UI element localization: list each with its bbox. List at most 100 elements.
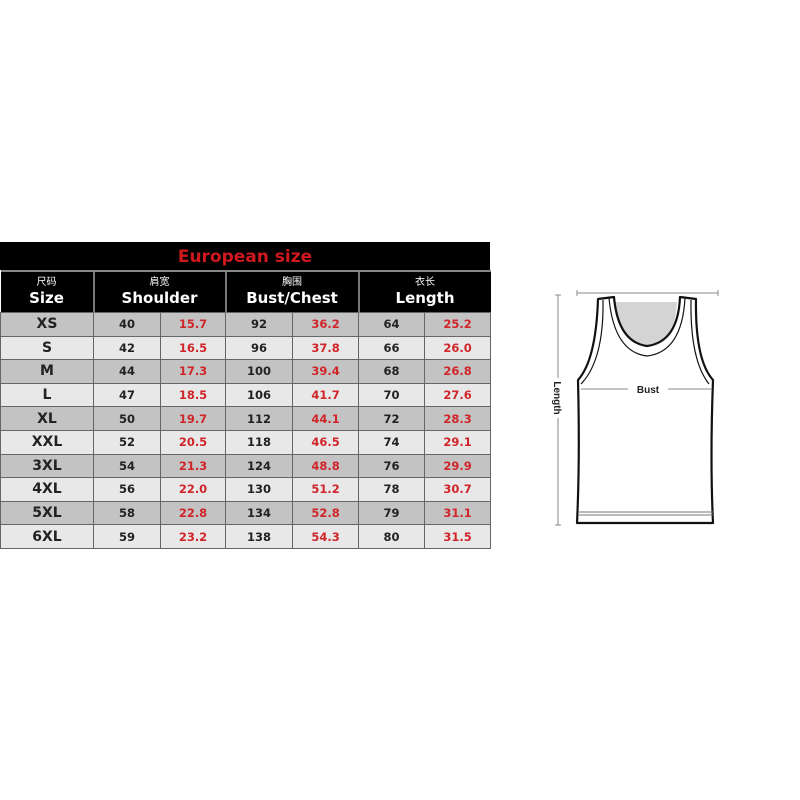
cell-shoulder-cm: 47 bbox=[93, 382, 161, 408]
cell-bust-cm: 134 bbox=[225, 500, 294, 526]
size-chart: European size 尺码 Size 肩宽 Shoulder 胸围 Bust/C… bbox=[0, 242, 492, 549]
cell-length-in: 27.6 bbox=[424, 382, 492, 408]
cell-bust-in: 36.2 bbox=[292, 312, 360, 337]
cell-bust-cm: 118 bbox=[225, 429, 294, 455]
cell-length-cm: 64 bbox=[358, 312, 426, 337]
cell-size: L bbox=[0, 382, 94, 408]
tank-top-diagram: Bust Length bbox=[540, 280, 740, 540]
table-row: S 42 16.5 96 37.8 66 26.0 bbox=[0, 335, 492, 361]
cell-size: M bbox=[0, 359, 94, 384]
table-row: 3XL 54 21.3 124 48.8 76 29.9 bbox=[0, 453, 492, 479]
cell-length-cm: 80 bbox=[358, 524, 426, 549]
cell-shoulder-in: 18.5 bbox=[159, 382, 227, 408]
size-table: 尺码 Size 肩宽 Shoulder 胸围 Bust/Chest 衣长 Length … bbox=[0, 270, 492, 549]
header-size: 尺码 Size bbox=[0, 270, 94, 313]
cell-shoulder-cm: 56 bbox=[93, 477, 161, 502]
cell-shoulder-in: 22.8 bbox=[159, 500, 227, 526]
header-bust-cn: 胸围 bbox=[282, 277, 303, 288]
cell-shoulder-in: 17.3 bbox=[159, 359, 227, 384]
cell-shoulder-cm: 52 bbox=[93, 429, 161, 455]
cell-length-in: 31.5 bbox=[424, 524, 492, 549]
header-size-en: Size bbox=[29, 289, 64, 307]
table-row: XXL 52 20.5 118 46.5 74 29.1 bbox=[0, 429, 492, 455]
cell-size: XL bbox=[0, 406, 94, 431]
cell-shoulder-in: 20.5 bbox=[159, 429, 227, 455]
cell-length-cm: 74 bbox=[358, 429, 426, 455]
cell-bust-cm: 112 bbox=[225, 406, 294, 431]
cell-bust-in: 51.2 bbox=[292, 477, 360, 502]
table-row: 5XL 58 22.8 134 52.8 79 31.1 bbox=[0, 500, 492, 526]
cell-length-cm: 79 bbox=[358, 500, 426, 526]
cell-shoulder-in: 22.0 bbox=[159, 477, 227, 502]
header-length: 衣长 Length bbox=[357, 270, 491, 313]
cell-shoulder-cm: 50 bbox=[93, 406, 161, 431]
cell-size: 4XL bbox=[0, 477, 94, 502]
bust-label: Bust bbox=[637, 385, 660, 396]
header-shoulder-en: Shoulder bbox=[121, 289, 198, 307]
cell-size: 5XL bbox=[0, 500, 94, 526]
cell-length-in: 25.2 bbox=[424, 312, 492, 337]
cell-bust-cm: 100 bbox=[225, 359, 294, 384]
cell-length-cm: 76 bbox=[358, 453, 426, 479]
table-row: 4XL 56 22.0 130 51.2 78 30.7 bbox=[0, 477, 492, 502]
cell-length-in: 29.9 bbox=[424, 453, 492, 479]
cell-bust-in: 44.1 bbox=[292, 406, 360, 431]
cell-shoulder-in: 19.7 bbox=[159, 406, 227, 431]
cell-size: 3XL bbox=[0, 453, 94, 479]
cell-bust-cm: 138 bbox=[225, 524, 294, 549]
cell-bust-in: 37.8 bbox=[292, 335, 360, 361]
cell-length-cm: 78 bbox=[358, 477, 426, 502]
header-length-en: Length bbox=[395, 289, 455, 307]
cell-length-cm: 70 bbox=[358, 382, 426, 408]
header-shoulder: 肩宽 Shoulder bbox=[92, 270, 226, 313]
header-length-cn: 衣长 bbox=[415, 277, 436, 288]
cell-shoulder-cm: 40 bbox=[93, 312, 161, 337]
cell-shoulder-cm: 59 bbox=[93, 524, 161, 549]
cell-bust-cm: 92 bbox=[225, 312, 294, 337]
table-row: 6XL 59 23.2 138 54.3 80 31.5 bbox=[0, 524, 492, 549]
cell-length-cm: 68 bbox=[358, 359, 426, 384]
table-row: M 44 17.3 100 39.4 68 26.8 bbox=[0, 359, 492, 384]
cell-length-cm: 72 bbox=[358, 406, 426, 431]
cell-shoulder-cm: 42 bbox=[93, 335, 161, 361]
cell-length-in: 26.8 bbox=[424, 359, 492, 384]
cell-shoulder-in: 15.7 bbox=[159, 312, 227, 337]
cell-shoulder-in: 16.5 bbox=[159, 335, 227, 361]
cell-length-in: 29.1 bbox=[424, 429, 492, 455]
header-size-cn: 尺码 bbox=[36, 277, 57, 288]
cell-shoulder-cm: 44 bbox=[93, 359, 161, 384]
cell-bust-cm: 96 bbox=[225, 335, 294, 361]
header-bust: 胸围 Bust/Chest bbox=[224, 270, 359, 313]
table-row: XL 50 19.7 112 44.1 72 28.3 bbox=[0, 406, 492, 431]
cell-shoulder-in: 23.2 bbox=[159, 524, 227, 549]
cell-bust-in: 54.3 bbox=[292, 524, 360, 549]
cell-length-in: 28.3 bbox=[424, 406, 492, 431]
cell-size: XXL bbox=[0, 429, 94, 455]
cell-length-cm: 66 bbox=[358, 335, 426, 361]
cell-shoulder-cm: 58 bbox=[93, 500, 161, 526]
cell-size: 6XL bbox=[0, 524, 94, 549]
cell-bust-cm: 106 bbox=[225, 382, 294, 408]
cell-bust-in: 39.4 bbox=[292, 359, 360, 384]
table-row: L 47 18.5 106 41.7 70 27.6 bbox=[0, 382, 492, 408]
cell-length-in: 30.7 bbox=[424, 477, 492, 502]
cell-bust-in: 41.7 bbox=[292, 382, 360, 408]
header-bust-en: Bust/Chest bbox=[246, 289, 338, 307]
tank-top-illustration: Bust Length bbox=[551, 290, 719, 526]
cell-bust-cm: 124 bbox=[225, 453, 294, 479]
cell-size: XS bbox=[0, 312, 94, 337]
cell-shoulder-cm: 54 bbox=[93, 453, 161, 479]
table-row: XS 40 15.7 92 36.2 64 25.2 bbox=[0, 312, 492, 337]
cell-bust-cm: 130 bbox=[225, 477, 294, 502]
header-row: 尺码 Size 肩宽 Shoulder 胸围 Bust/Chest 衣长 Length bbox=[0, 270, 491, 313]
cell-bust-in: 52.8 bbox=[292, 500, 360, 526]
cell-length-in: 31.1 bbox=[424, 500, 492, 526]
cell-length-in: 26.0 bbox=[424, 335, 492, 361]
cell-bust-in: 48.8 bbox=[292, 453, 360, 479]
cell-bust-in: 46.5 bbox=[292, 429, 360, 455]
header-shoulder-cn: 肩宽 bbox=[149, 277, 170, 288]
cell-size: S bbox=[0, 335, 94, 361]
chart-title: European size bbox=[0, 242, 490, 270]
length-label: Length bbox=[551, 381, 562, 414]
cell-shoulder-in: 21.3 bbox=[159, 453, 227, 479]
